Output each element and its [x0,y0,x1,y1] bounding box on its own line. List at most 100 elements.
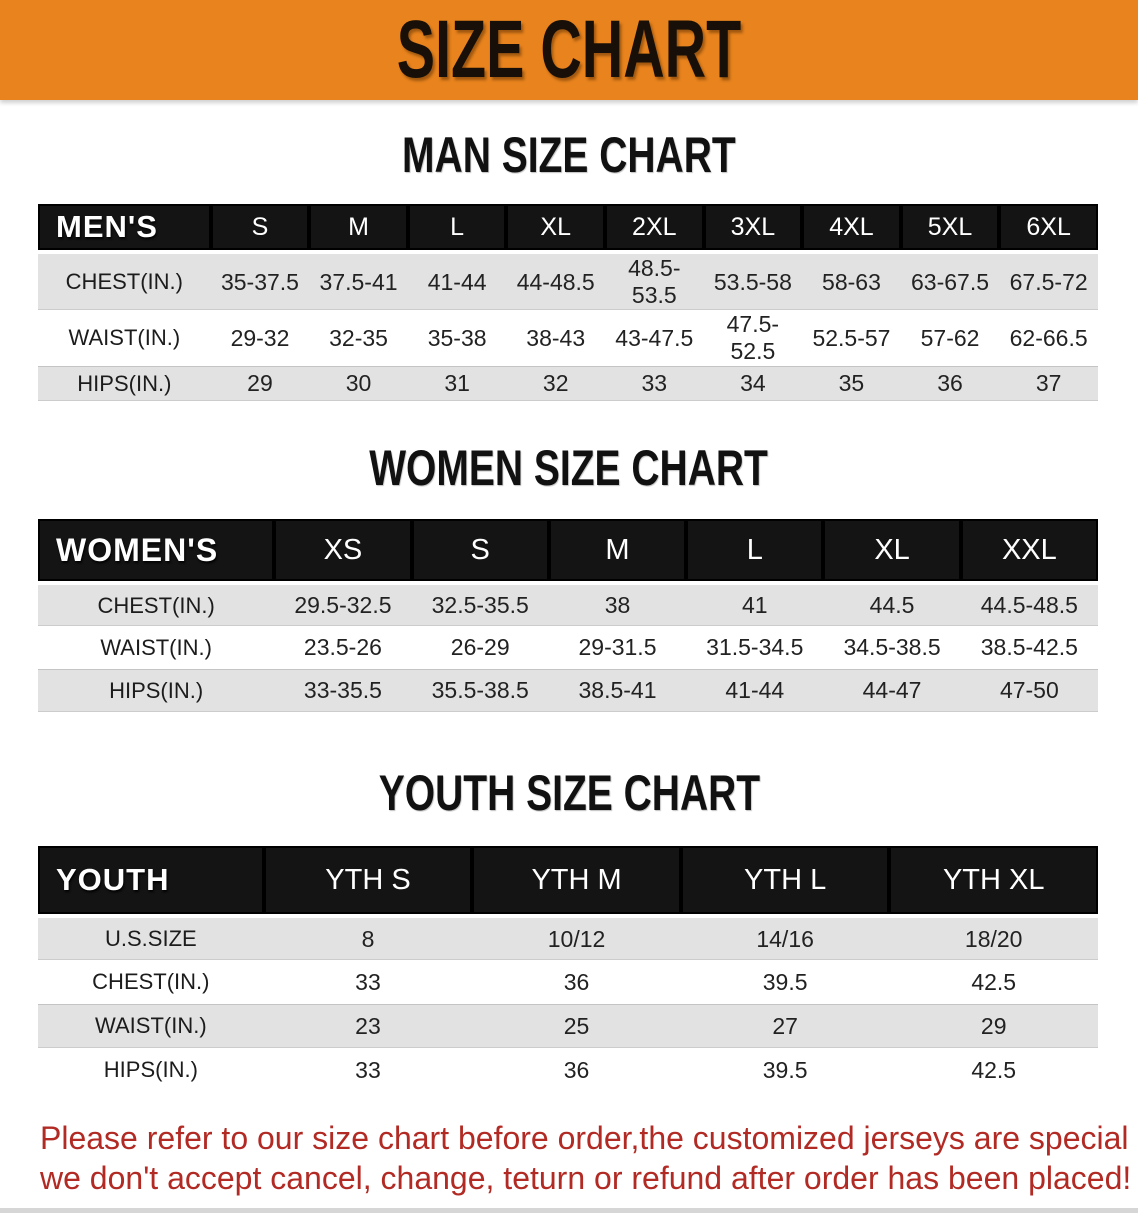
measurement-row-label: WAIST(IN.) [68,325,181,350]
measurement-value-cell: 35 [838,370,865,396]
measurement-value-cell: 29.5-32.5 [294,592,392,618]
men-size-table: MEN'S S M L XL 2XL 3XL 4XL 5XL 6XL CHEST(IN.) 35-37… [38,204,1098,401]
measurement-value-cell: 31.5-34.5 [706,634,804,660]
size-column-header: 2XL [605,204,704,254]
measurement-row-label: CHEST(IN.) [97,592,215,618]
measurement-value-cell: 23 [355,1012,381,1039]
measurement-value-cell: 37.5-41 [319,268,398,295]
size-column-header: YTH S [263,846,473,918]
women-section-heading: WOMEN SIZE CHART [0,401,1138,493]
measurement-value-cell: 38-43 [526,324,586,351]
measurement-value-cell: 14/16 [756,925,814,952]
measurement-value-cell: 29 [980,1012,1007,1039]
women-size-section: WOMEN SIZE CHART WOMEN'S XS S M L XL XXL CHEST(… [0,401,1138,712]
measurement-row: WAIST(IN.) 23 25 27 29 [38,1004,1098,1048]
measurement-value-cell: 41-44 [725,677,785,703]
measurement-value-cell: 32 [542,370,569,396]
size-column-header: YTH M [472,846,681,918]
size-table-group-label: WOMEN'S [38,519,275,585]
measurement-value-cell: 42.5 [971,968,1017,995]
men-size-section: MAN SIZE CHART MEN'S S M L XL 2XL 3XL 4XL 5XL 6XL… [0,100,1138,401]
size-column-header: XXL [960,519,1098,585]
measurement-row-label: WAIST(IN.) [100,634,212,660]
youth-size-table-wrap: YOUTH YTH S YTH M YTH L YTH XL U.S.SIZE 8 10/12… [0,846,1138,1092]
measurement-value-cell: 36 [563,968,590,995]
measurement-value-cell: 31 [444,370,470,396]
women-section-heading-text: WOMEN SIZE CHART [369,440,769,496]
measurement-row-label: CHEST(IN.) [65,269,183,294]
measurement-value-cell: 44-48.5 [516,268,595,295]
measurement-value-cell: 39.5 [762,968,808,995]
measurement-value-cell: 25 [563,1012,590,1039]
measurement-value-cell: 42.5 [971,1056,1017,1083]
measurement-value-cell: 57-62 [920,324,980,351]
measurement-row-label: CHEST(IN.) [92,969,210,994]
size-column-header: XL [823,519,961,585]
size-column-header: 4XL [802,204,901,254]
men-size-table-wrap: MEN'S S M L XL 2XL 3XL 4XL 5XL 6XL CHEST(IN.) 35-37… [0,204,1138,401]
measurement-value-cell: 8 [361,925,375,952]
measurement-value-cell: 35-38 [427,324,487,351]
size-column-header: YTH XL [889,846,1098,918]
measurement-row-label: WAIST(IN.) [95,1013,207,1038]
measurement-value-cell: 30 [345,370,372,396]
banner-title: SIZE CHART [396,4,742,95]
measurement-value-cell: 39.5 [762,1056,808,1083]
measurement-value-cell: 52.5-57 [812,324,891,351]
measurement-value-cell: 36 [937,370,963,396]
measurement-value-cell: 35.5-38.5 [431,677,529,703]
measurement-value-cell: 67.5-72 [1009,268,1088,295]
size-column-header: S [411,519,549,585]
measurement-value-cell: 18/20 [964,925,1023,952]
size-column-header: 5XL [900,204,1000,254]
youth-size-table: YOUTH YTH S YTH M YTH L YTH XL U.S.SIZE 8 10/12… [38,846,1098,1092]
size-column-header: M [309,204,408,254]
measurement-value-cell: 41-44 [427,268,487,295]
measurement-value-cell: 38.5-41 [578,677,657,703]
men-section-heading-text: MAN SIZE CHART [402,127,736,183]
measurement-value-cell: 38 [604,592,631,618]
measurement-row: WAIST(IN.) 23.5-26 26-29 29-31.5 31.5-34.5 34… [38,626,1098,669]
women-size-table-wrap: WOMEN'S XS S M L XL XXL CHEST(IN.) 29.5-32.5 32.5… [0,519,1138,712]
size-column-header: XS [274,519,412,585]
size-column-header: 3XL [703,204,803,254]
measurement-value-cell: 58-63 [822,268,881,295]
measurement-value-cell: 32-35 [329,324,388,351]
men-section-heading: MAN SIZE CHART [0,100,1138,180]
measurement-row: CHEST(IN.) 29.5-32.5 32.5-35.5 38 41 44.5 44.5… [38,583,1098,626]
youth-section-heading: YOUTH SIZE CHART [0,712,1138,818]
size-column-header: S [210,204,310,254]
disclaimer: Please refer to our size chart before or… [40,1118,1138,1198]
measurement-value-cell: 62-66.5 [1009,324,1088,351]
women-size-table: WOMEN'S XS S M L XL XXL CHEST(IN.) 29.5-32.5 32.5… [38,519,1098,712]
measurement-value-cell: 37 [1035,370,1062,396]
measurement-value-cell: 34 [740,370,766,396]
measurement-row-label: U.S.SIZE [105,926,197,951]
size-table-group-label: YOUTH [38,846,264,918]
measurement-value-cell: 44-47 [862,677,922,703]
youth-section-heading-text: YOUTH SIZE CHART [378,765,760,821]
measurement-value-cell: 23.5-26 [303,634,382,660]
measurement-value-cell: 10/12 [547,925,606,952]
measurement-value-cell: 44.5-48.5 [980,592,1078,618]
measurement-value-cell: 38.5-42.5 [980,634,1078,660]
measurement-value-cell: 29-31.5 [578,634,657,660]
measurement-value-cell: 47.5-52.5 [726,311,780,364]
measurement-value-cell: 29 [247,370,273,396]
size-chart-banner: SIZE CHART [0,0,1138,100]
size-column-header: YTH L [680,846,890,918]
measurement-row-label: HIPS(IN.) [77,370,172,396]
measurement-row: WAIST(IN.) 29-32 32-35 35-38 38-43 43-47.5 47.… [38,310,1098,366]
measurement-value-cell: 43-47.5 [615,324,694,351]
bottom-edge-line [0,1208,1138,1213]
measurement-value-cell: 63-67.5 [911,268,990,295]
measurement-value-cell: 33 [355,968,381,995]
disclaimer-line-1: Please refer to our size chart before or… [40,1120,1138,1156]
measurement-value-cell: 33-35.5 [303,677,382,703]
measurement-value-cell: 48.5-53.5 [628,255,681,308]
measurement-value-cell: 47-50 [999,677,1059,703]
measurement-row: U.S.SIZE 8 10/12 14/16 18/20 [38,916,1098,960]
measurement-row: HIPS(IN.) 33-35.5 35.5-38.5 38.5-41 41-44 44-… [38,669,1098,712]
size-column-header: L [407,204,507,254]
size-table-header-row: YOUTH YTH S YTH M YTH L YTH XL [38,846,1098,918]
